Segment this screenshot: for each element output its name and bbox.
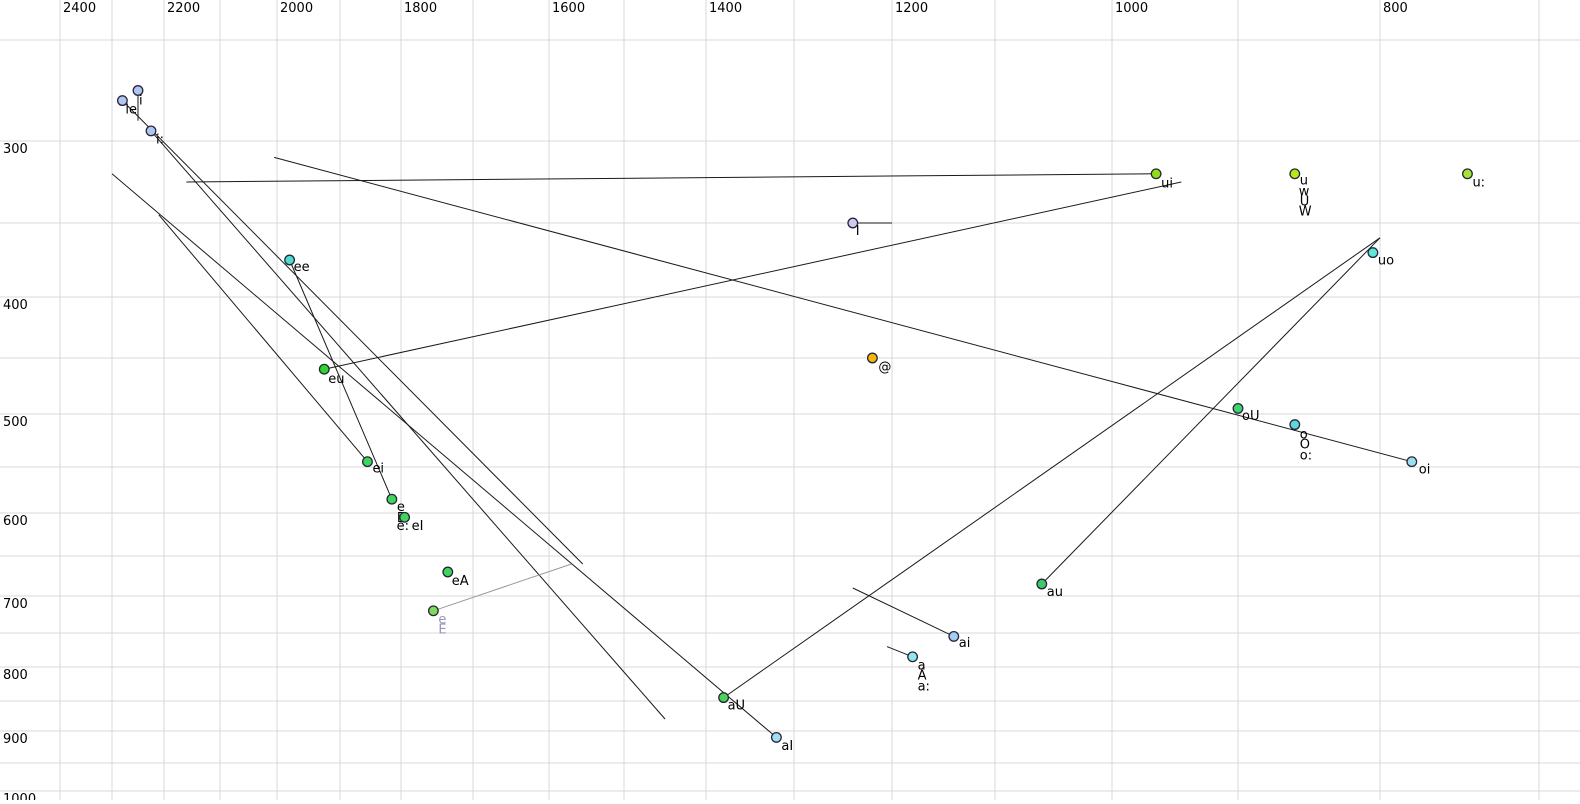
x-axis-tick-label-2200: 2200 — [167, 1, 200, 16]
trajectory-line-1 — [324, 181, 1182, 370]
vowel-point-a[interactable] — [907, 651, 919, 663]
vowel-point-@[interactable] — [866, 352, 878, 364]
vowel-label-u: u — [1300, 174, 1308, 189]
vowel-point-u[interactable] — [1289, 168, 1301, 180]
vowel-label-ee: ee — [294, 260, 310, 275]
y-axis-tick-label-500: 500 — [3, 415, 28, 430]
vowel-point-ai[interactable] — [948, 630, 960, 642]
x-axis-tick-label-800: 800 — [1383, 1, 1408, 16]
vowel-label-w: w — [1299, 185, 1310, 200]
trajectory-line-10 — [433, 563, 572, 612]
vowel-point-oU[interactable] — [1232, 402, 1244, 414]
vowel-label-a: a — [918, 659, 926, 674]
vowel-label-eA: eA — [452, 574, 469, 589]
vowel-label-I: I — [856, 224, 860, 239]
vowel-point-oi[interactable] — [1406, 456, 1418, 468]
trajectory-line-14 — [852, 587, 955, 637]
vowel-point-e:[interactable] — [399, 511, 411, 523]
trajectory-line-6 — [289, 259, 393, 500]
vowel-label-u:: u: — [1472, 176, 1485, 191]
vowel-point-eA[interactable] — [442, 566, 454, 578]
vowel-label-O: O — [1300, 437, 1310, 452]
x-axis-tick-label-1400: 1400 — [709, 1, 742, 16]
vowel-label-ai: ai — [959, 636, 971, 651]
vowel-point-i:[interactable] — [145, 125, 157, 137]
vowel-label-o: o — [1300, 427, 1308, 442]
vowel-label-eI: eI — [412, 519, 424, 534]
vowel-label-W: W — [1299, 205, 1312, 220]
vowel-point-aU[interactable] — [718, 692, 730, 704]
vowel-point-I[interactable] — [847, 217, 859, 229]
y-axis-tick-label-600: 600 — [3, 514, 28, 529]
vowel-point-eu[interactable] — [318, 363, 330, 375]
trajectory-line-5 — [122, 100, 584, 565]
vowel-point-aI[interactable] — [770, 731, 782, 743]
vowel-point-o[interactable] — [1289, 419, 1301, 431]
vowel-point-i[interactable] — [132, 85, 144, 96]
y-axis-tick-label-700: 700 — [3, 597, 28, 612]
trajectory-line-3 — [111, 173, 777, 738]
y-axis-tick-label-400: 400 — [3, 298, 28, 313]
vowel-label-o:: o: — [1300, 448, 1312, 463]
x-axis-tick-label-2000: 2000 — [280, 1, 313, 16]
vowel-label-a:: a: — [918, 680, 930, 695]
vowel-label-e:: e: — [397, 519, 409, 534]
x-axis-tick-label-1200: 1200 — [895, 1, 928, 16]
trajectory-line-2 — [274, 156, 1412, 463]
trajectory-line-7 — [158, 214, 368, 463]
vowel-point-ui[interactable] — [1150, 168, 1162, 180]
y-axis-tick-label-900: 900 — [3, 732, 28, 747]
vowel-label-au: au — [1047, 585, 1063, 600]
y-axis-tick-label-300: 300 — [3, 142, 28, 157]
vowel-label-@: @ — [878, 360, 891, 375]
trajectory-line-0 — [186, 173, 1157, 183]
vowel-point-uo[interactable] — [1367, 247, 1379, 259]
x-axis-tick-label-1800: 1800 — [404, 1, 437, 16]
vowel-point-e[interactable] — [427, 605, 439, 617]
x-axis-tick-label-1600: 1600 — [552, 1, 585, 16]
vowel-label-ui: ui — [1161, 177, 1173, 192]
trajectory-line-9 — [1041, 237, 1381, 585]
trajectory-line-4 — [150, 130, 666, 720]
vowel-point-e[interactable] — [386, 493, 398, 505]
vowel-point-ee[interactable] — [284, 254, 296, 266]
vowel-label-ie: ie — [125, 102, 137, 117]
x-axis-tick-label-2400: 2400 — [63, 1, 96, 16]
vowel-label-eu: eu — [328, 372, 344, 387]
y-axis-tick-label-800: 800 — [3, 668, 28, 683]
trajectory-line-8 — [723, 237, 1381, 699]
vowel-label-A: A — [918, 669, 927, 684]
vowel-point-au[interactable] — [1036, 578, 1048, 590]
vowel-label-ei: ei — [372, 461, 384, 476]
vowel-label-e: e — [397, 500, 405, 515]
vowel-label-E: E — [438, 623, 446, 638]
vowel-label-i: i — [139, 93, 143, 108]
vowel-point-u:[interactable] — [1461, 168, 1473, 180]
vowel-label-U: U — [1300, 195, 1310, 210]
vowel-label-e: e — [438, 613, 446, 628]
vowel-label-uo: uo — [1378, 253, 1394, 268]
y-axis-tick-label-1000: 1000 — [3, 792, 36, 800]
vowel-label-aU: aU — [728, 698, 745, 713]
vowel-label-oi: oi — [1419, 462, 1431, 477]
vowel-label-aI: aI — [781, 739, 793, 754]
vowel-point-ie[interactable] — [116, 95, 128, 107]
vowel-label-i:: i: — [156, 133, 164, 148]
vowel-point-ei[interactable] — [362, 456, 373, 468]
vowel-label-oU: oU — [1242, 409, 1259, 424]
x-axis-tick-label-1000: 1000 — [1115, 1, 1148, 16]
